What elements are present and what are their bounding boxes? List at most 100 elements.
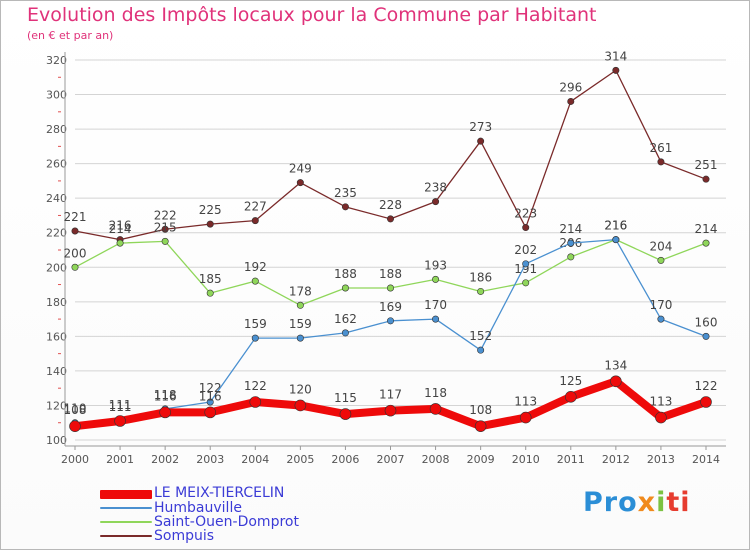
data-label-sompuis: 228 (379, 198, 402, 212)
data-point-le-meix-tiercelin (429, 403, 442, 415)
data-point-humbauville (432, 315, 440, 323)
x-tick-label: 2006 (331, 453, 359, 466)
legend-swatch-humbauville (100, 507, 152, 509)
data-label-humbauville: 170 (424, 298, 447, 312)
data-label-le-meix-tiercelin: 116 (154, 389, 177, 403)
data-label-humbauville: 159 (289, 317, 312, 331)
data-point-humbauville (251, 334, 259, 342)
data-label-humbauville: 170 (649, 298, 672, 312)
data-point-saint-ouen-domprot (522, 279, 530, 287)
data-point-humbauville (702, 332, 710, 340)
data-label-le-meix-tiercelin: 115 (334, 391, 357, 405)
data-label-saint-ouen-domprot: 214 (695, 222, 718, 236)
data-point-saint-ouen-domprot (161, 237, 169, 245)
data-label-sompuis: 223 (514, 207, 537, 221)
legend-label-humbauville: Humbauville (154, 500, 242, 516)
data-point-sompuis (386, 215, 394, 223)
data-label-le-meix-tiercelin: 113 (514, 395, 537, 409)
data-label-saint-ouen-domprot: 192 (244, 260, 267, 274)
x-tick-label: 2005 (286, 453, 314, 466)
y-tick-label: 260 (46, 158, 67, 171)
legend-swatch-saint-ouen-domprot (100, 521, 152, 523)
data-point-le-meix-tiercelin (339, 408, 352, 420)
data-point-humbauville (522, 260, 530, 268)
data-point-saint-ouen-domprot (567, 253, 575, 261)
legend-label-le-meix-tiercelin: LE MEIX-TIERCELIN (154, 485, 285, 501)
data-point-humbauville (341, 329, 349, 337)
data-point-sompuis (657, 158, 665, 166)
data-label-humbauville: 110 (64, 402, 87, 416)
data-label-humbauville: 160 (695, 315, 718, 329)
data-label-humbauville: 216 (604, 219, 627, 233)
data-label-sompuis: 261 (649, 141, 672, 155)
data-label-sompuis: 296 (559, 80, 582, 94)
data-point-saint-ouen-domprot (251, 277, 259, 285)
data-point-saint-ouen-domprot (432, 275, 440, 283)
data-label-humbauville: 214 (559, 222, 582, 236)
data-point-saint-ouen-domprot (477, 287, 485, 295)
y-tick-label: 280 (46, 123, 67, 136)
data-point-humbauville (477, 346, 485, 354)
x-tick-label: 2013 (647, 453, 675, 466)
data-point-le-meix-tiercelin (700, 396, 712, 408)
data-label-le-meix-tiercelin: 111 (109, 398, 132, 412)
data-label-saint-ouen-domprot: 214 (109, 222, 132, 236)
data-point-le-meix-tiercelin (204, 406, 217, 419)
y-tick-label: 320 (46, 54, 67, 67)
x-tick-label: 2007 (377, 453, 405, 466)
data-label-le-meix-tiercelin: 134 (604, 358, 627, 372)
data-point-sompuis (161, 225, 169, 233)
x-tick-label: 2009 (467, 453, 495, 466)
x-tick-label: 2002 (151, 453, 179, 466)
data-label-le-meix-tiercelin: 118 (424, 386, 447, 400)
data-label-sompuis: 216 (109, 219, 132, 233)
data-point-humbauville (612, 236, 620, 244)
x-tick-label: 2014 (692, 453, 720, 466)
data-point-sompuis (206, 220, 214, 228)
data-point-le-meix-tiercelin (655, 411, 667, 424)
data-point-saint-ouen-domprot (341, 284, 349, 292)
data-label-saint-ouen-domprot: 193 (424, 258, 447, 272)
legend-label-sompuis: Sompuis (154, 528, 215, 544)
data-label-le-meix-tiercelin: 108 (64, 403, 87, 417)
y-tick-label: 240 (46, 192, 67, 205)
data-label-saint-ouen-domprot: 216 (604, 219, 627, 233)
data-point-le-meix-tiercelin (519, 411, 532, 424)
logo-part-1: Pro (583, 487, 638, 518)
data-label-saint-ouen-domprot: 188 (379, 267, 402, 281)
data-label-saint-ouen-domprot: 178 (289, 284, 312, 298)
data-point-sompuis (71, 227, 79, 235)
data-label-sompuis: 249 (289, 162, 312, 176)
logo-part-2: x (637, 487, 657, 518)
y-tick-label: 220 (46, 227, 67, 240)
data-point-sompuis (341, 203, 349, 211)
y-tick-label: 100 (46, 434, 67, 447)
data-point-saint-ouen-domprot (71, 263, 79, 271)
data-label-sompuis: 251 (695, 158, 718, 172)
data-point-le-meix-tiercelin (69, 420, 81, 432)
data-point-humbauville (386, 317, 394, 325)
chart-subtitle: (en € et par an) (27, 29, 114, 42)
y-tick-label: 160 (46, 330, 67, 343)
data-point-sompuis (522, 224, 530, 232)
y-tick-label: 200 (46, 261, 67, 274)
chart-title: Evolution des Impôts locaux pour la Comm… (27, 4, 597, 26)
data-point-humbauville (657, 315, 665, 323)
data-label-le-meix-tiercelin: 122 (244, 379, 267, 393)
data-point-le-meix-tiercelin (114, 415, 126, 427)
data-label-le-meix-tiercelin: 125 (559, 374, 582, 388)
data-point-le-meix-tiercelin (474, 420, 487, 432)
data-label-saint-ouen-domprot: 186 (469, 270, 492, 284)
data-point-humbauville (567, 239, 575, 247)
data-point-sompuis (477, 137, 485, 145)
legend-label-saint-ouen-domprot: Saint-Ouen-Domprot (154, 514, 299, 530)
data-point-le-meix-tiercelin (610, 375, 622, 388)
data-point-sompuis (702, 175, 710, 183)
data-point-le-meix-tiercelin (294, 399, 307, 412)
data-label-le-meix-tiercelin: 117 (379, 388, 402, 402)
legend-item-humbauville: Humbauville (100, 500, 400, 517)
y-tick-label: 180 (46, 296, 67, 309)
data-label-humbauville: 111 (109, 400, 132, 414)
data-point-saint-ouen-domprot (206, 289, 214, 297)
